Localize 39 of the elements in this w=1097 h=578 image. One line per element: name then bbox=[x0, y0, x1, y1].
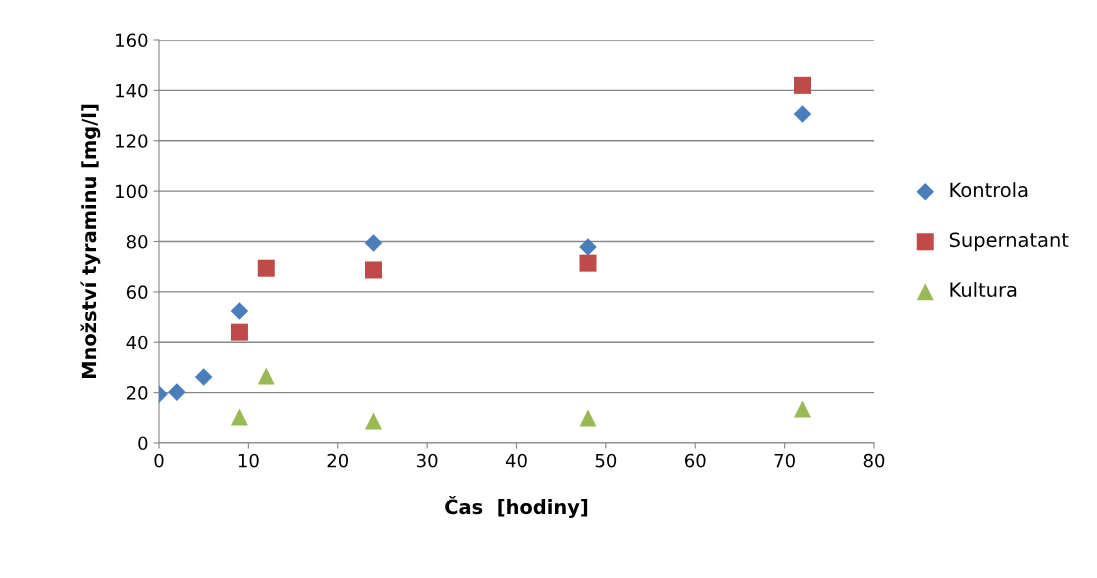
legend-label: Kontrola bbox=[950, 182, 1028, 198]
legend-label: Kultura bbox=[950, 282, 1017, 298]
point bbox=[230, 323, 248, 341]
point bbox=[579, 238, 597, 256]
y-tick-label: 160 bbox=[116, 33, 148, 48]
y-axis-title: Množství tyraminu [mg/l] bbox=[80, 104, 101, 379]
point bbox=[230, 302, 249, 320]
point bbox=[793, 400, 812, 418]
point bbox=[364, 234, 383, 252]
y-tick-label: 120 bbox=[116, 134, 148, 148]
point bbox=[230, 408, 248, 426]
point bbox=[579, 254, 597, 272]
x-tick-label: 10 bbox=[238, 453, 259, 468]
y-tick-label: 40 bbox=[126, 335, 148, 350]
x-tick-label: 0 bbox=[154, 453, 164, 468]
x-tick-label: 50 bbox=[595, 453, 617, 468]
legend-label: Supernatant bbox=[949, 232, 1069, 251]
point bbox=[364, 412, 383, 430]
point bbox=[364, 261, 383, 279]
y-tick-label: 20 bbox=[126, 386, 148, 400]
x-tick-label: 80 bbox=[863, 453, 885, 468]
point bbox=[168, 383, 186, 401]
x-tick-label: 30 bbox=[417, 453, 438, 468]
point bbox=[793, 76, 812, 94]
y-tick-label: 100 bbox=[116, 184, 148, 199]
x-tick-label: 40 bbox=[505, 453, 527, 468]
point bbox=[793, 105, 812, 123]
x-axis-title: Čas [hodiny] bbox=[445, 495, 588, 519]
point bbox=[257, 367, 275, 385]
y-tick-label: 80 bbox=[126, 234, 148, 249]
x-tick-label: 70 bbox=[774, 453, 795, 468]
y-tick-label: 60 bbox=[126, 285, 148, 299]
point bbox=[579, 409, 597, 427]
point bbox=[257, 259, 275, 277]
y-tick-label: 140 bbox=[116, 83, 148, 98]
point bbox=[194, 368, 213, 386]
y-tick-label: 0 bbox=[138, 436, 148, 451]
x-tick-label: 20 bbox=[327, 453, 349, 468]
x-tick-label: 60 bbox=[685, 453, 706, 468]
